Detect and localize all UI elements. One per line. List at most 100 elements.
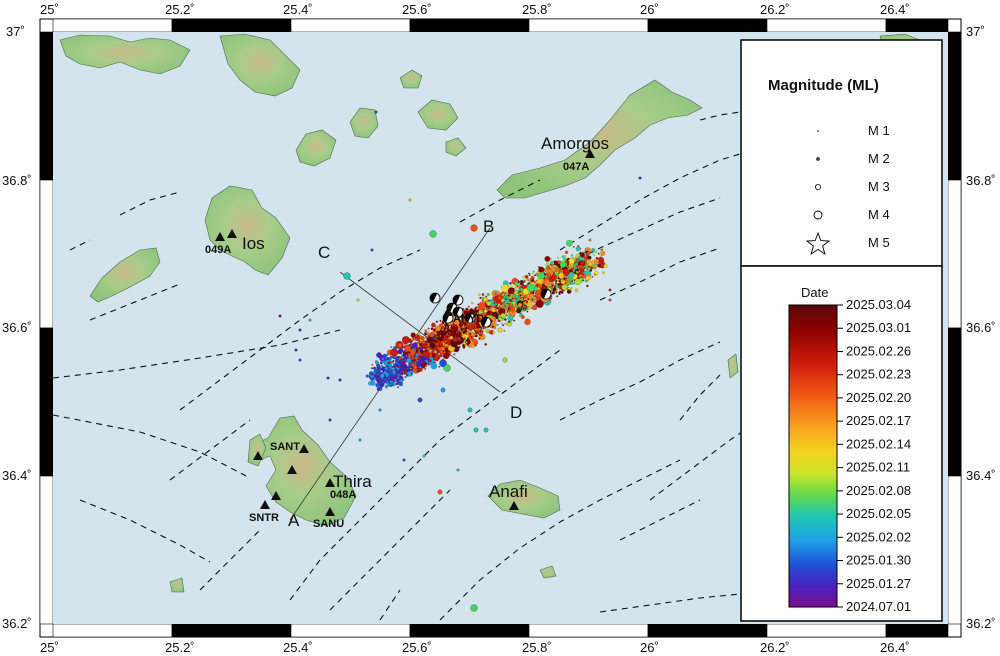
magnitude-legend-title: Magnitude (ML)	[768, 77, 879, 94]
earthquake-event	[520, 315, 525, 319]
earthquake-event	[396, 357, 399, 360]
earthquake-event	[579, 260, 585, 266]
earthquake-event	[428, 355, 431, 358]
earthquake-event	[479, 329, 482, 332]
earthquake-event	[411, 342, 418, 349]
earthquake-event	[461, 317, 465, 321]
earthquake-event	[411, 339, 414, 342]
island-small-2	[349, 107, 379, 139]
earthquake-event	[393, 366, 396, 368]
earthquake-event	[388, 370, 394, 376]
earthquake-event	[566, 239, 573, 247]
earthquake-event	[471, 301, 474, 305]
island-sikinos	[89, 247, 161, 303]
earthquake-event	[417, 397, 423, 403]
earthquake-event	[481, 299, 484, 302]
earthquake-event	[552, 285, 555, 289]
earthquake-event	[476, 330, 479, 334]
earthquake-event	[462, 346, 466, 349]
earthquake-event	[455, 325, 457, 328]
station-label-sntr: SNTR	[249, 512, 279, 524]
earthquake-event	[374, 368, 379, 374]
earthquake-event	[477, 302, 486, 310]
earthquake-event	[589, 269, 593, 272]
earthquake-event	[365, 374, 369, 378]
island-naxos-south	[59, 34, 191, 75]
earthquake-event	[527, 306, 531, 310]
earthquake-event	[495, 303, 498, 305]
earthquake-event	[497, 327, 503, 333]
earthquake-event	[553, 288, 556, 291]
earthquake-event	[400, 349, 402, 352]
earthquake-event	[545, 272, 548, 276]
focal-mechanism	[464, 312, 476, 324]
earthquake-event	[553, 264, 557, 268]
earthquake-event	[298, 328, 302, 332]
colorbar-date-label: 2025.02.26	[846, 343, 911, 358]
earthquake-event	[459, 329, 462, 332]
earthquake-event	[458, 346, 461, 348]
earthquake-event	[528, 274, 531, 277]
earthquake-event	[531, 296, 534, 299]
earthquake-event	[406, 357, 412, 364]
earthquake-event	[502, 324, 505, 327]
earthquake-event	[505, 314, 508, 317]
earthquake-event	[485, 295, 488, 298]
earthquake-event	[484, 314, 487, 317]
colorbar-date-label: 2025.02.17	[846, 413, 911, 428]
date-colorbar	[788, 304, 838, 608]
earthquake-event	[408, 198, 412, 202]
lat-label-right: 36.4˚	[966, 468, 996, 483]
earthquake-event	[383, 377, 388, 383]
earthquake-event	[442, 350, 445, 353]
earthquake-event	[486, 301, 492, 306]
earthquake-event	[515, 305, 517, 308]
focal-mechanism	[540, 288, 552, 300]
island-naxos-north	[219, 33, 301, 97]
earthquake-event	[485, 313, 488, 316]
earthquake-event	[555, 269, 558, 272]
earthquake-event	[485, 307, 489, 311]
earthquake-event	[588, 262, 593, 267]
earthquake-event	[386, 353, 389, 356]
earthquake-event	[602, 271, 605, 274]
lat-label-left: 36.6˚	[2, 320, 32, 335]
earthquake-event	[405, 354, 408, 357]
earthquake-event	[519, 289, 522, 292]
earthquake-event	[416, 368, 419, 371]
earthquake-event	[494, 326, 497, 330]
lon-label-top: 25.4˚	[283, 2, 313, 17]
earthquake-event	[467, 305, 470, 308]
station-icon	[325, 478, 335, 487]
earthquake-event	[433, 350, 438, 354]
earthquake-event	[552, 272, 555, 275]
earthquake-event	[415, 338, 418, 341]
earthquake-event	[480, 309, 482, 312]
earthquake-event	[408, 339, 412, 344]
earthquake-event	[591, 251, 594, 254]
profile-label-c: C	[318, 243, 330, 262]
station-icon	[509, 501, 519, 510]
earthquake-event	[395, 382, 398, 386]
date-legend-box	[740, 265, 943, 622]
earthquake-event	[562, 268, 570, 276]
magnitude-label-m1: M 1	[868, 123, 890, 138]
profile-label-a: A	[288, 511, 300, 530]
earthquake-event	[453, 335, 455, 338]
magnitude-symbol-m4	[813, 210, 823, 220]
earthquake-event	[429, 230, 437, 238]
frame-bar-bottom	[409, 623, 530, 638]
earthquake-event	[591, 275, 594, 278]
earthquake-event	[571, 266, 574, 269]
lat-label-left: 37˚	[6, 24, 25, 39]
earthquake-event	[415, 353, 419, 357]
earthquake-event	[531, 304, 538, 311]
earthquake-event	[579, 274, 582, 277]
frame-ticks	[39, 18, 962, 638]
earthquake-event	[390, 348, 399, 357]
colorbar-date-label: 2025.02.14	[846, 436, 911, 451]
earthquake-event	[528, 272, 530, 275]
earthquake-event	[390, 346, 393, 349]
earthquake-event	[422, 454, 426, 458]
earthquake-event	[508, 312, 511, 315]
